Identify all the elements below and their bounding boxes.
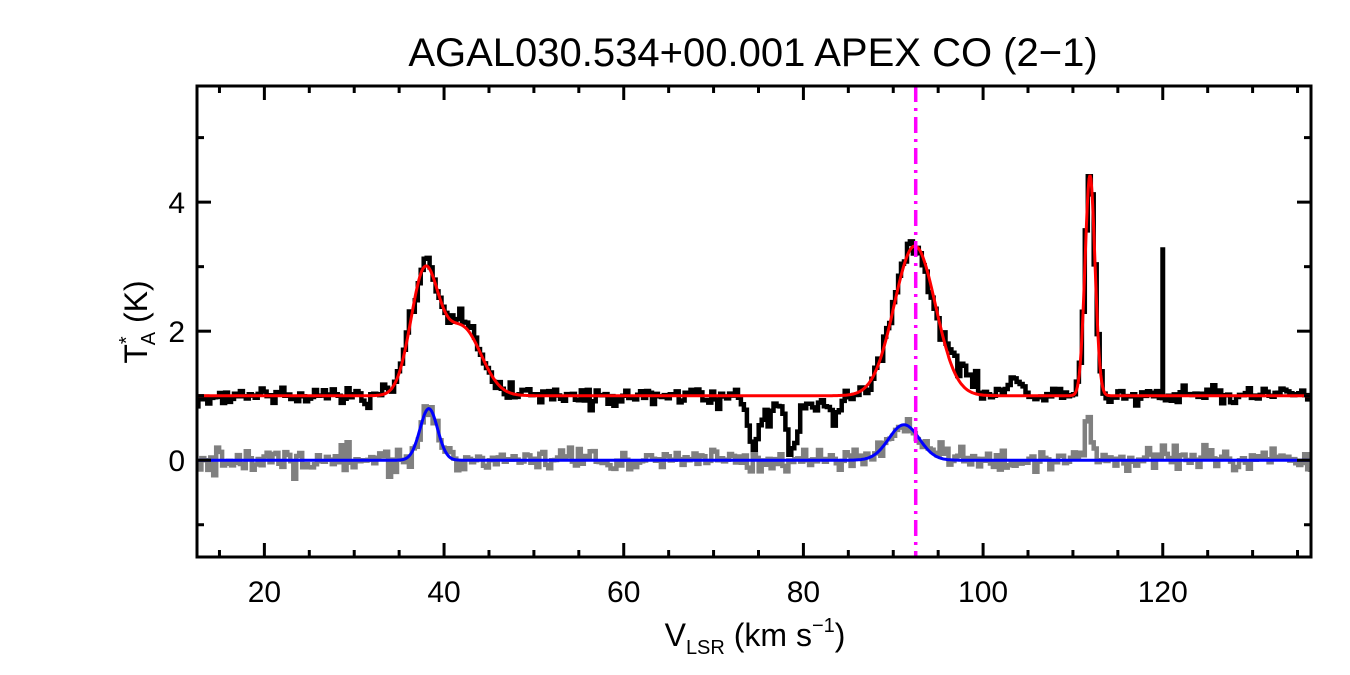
series-2-histogram <box>197 404 1311 481</box>
x-tick-label: 40 <box>427 576 460 609</box>
x-tick-label: 80 <box>787 576 820 609</box>
x-axis-label-sub: LSR <box>686 637 725 659</box>
x-axis-label-units: (km s <box>725 617 812 653</box>
x-tick-label: 120 <box>1138 576 1188 609</box>
tick-layer: 20 40 60 80 100 120 0 2 4 <box>168 86 1311 609</box>
x-tick-label: 60 <box>607 576 640 609</box>
series-3-fit-line <box>197 407 1311 462</box>
x-axis-label-close: ) <box>835 617 846 653</box>
x-tick-label: 20 <box>248 576 281 609</box>
x-tick-label: 100 <box>958 576 1008 609</box>
y-axis-label-units: (K) <box>118 280 154 332</box>
y-axis-label-sup: * <box>116 336 138 344</box>
y-tick-label: 2 <box>168 316 185 349</box>
y-axis-label: T*A (K) <box>116 280 160 363</box>
plot-frame <box>195 84 1313 559</box>
series-layer <box>197 173 1311 481</box>
y-axis-label-sub: A <box>138 331 160 345</box>
x-axis-label-main: V <box>665 617 687 653</box>
y-tick-label: 4 <box>168 187 185 220</box>
chart-title: AGAL030.534+00.001 APEX CO (2−1) <box>408 31 1097 75</box>
x-axis-label: VLSR (km s−1) <box>665 615 846 659</box>
series-1-fit-line <box>197 174 1311 398</box>
y-tick-label: 0 <box>168 445 185 478</box>
y-axis-label-main: T <box>118 344 154 364</box>
x-axis-label-exponent: −1 <box>812 615 835 637</box>
